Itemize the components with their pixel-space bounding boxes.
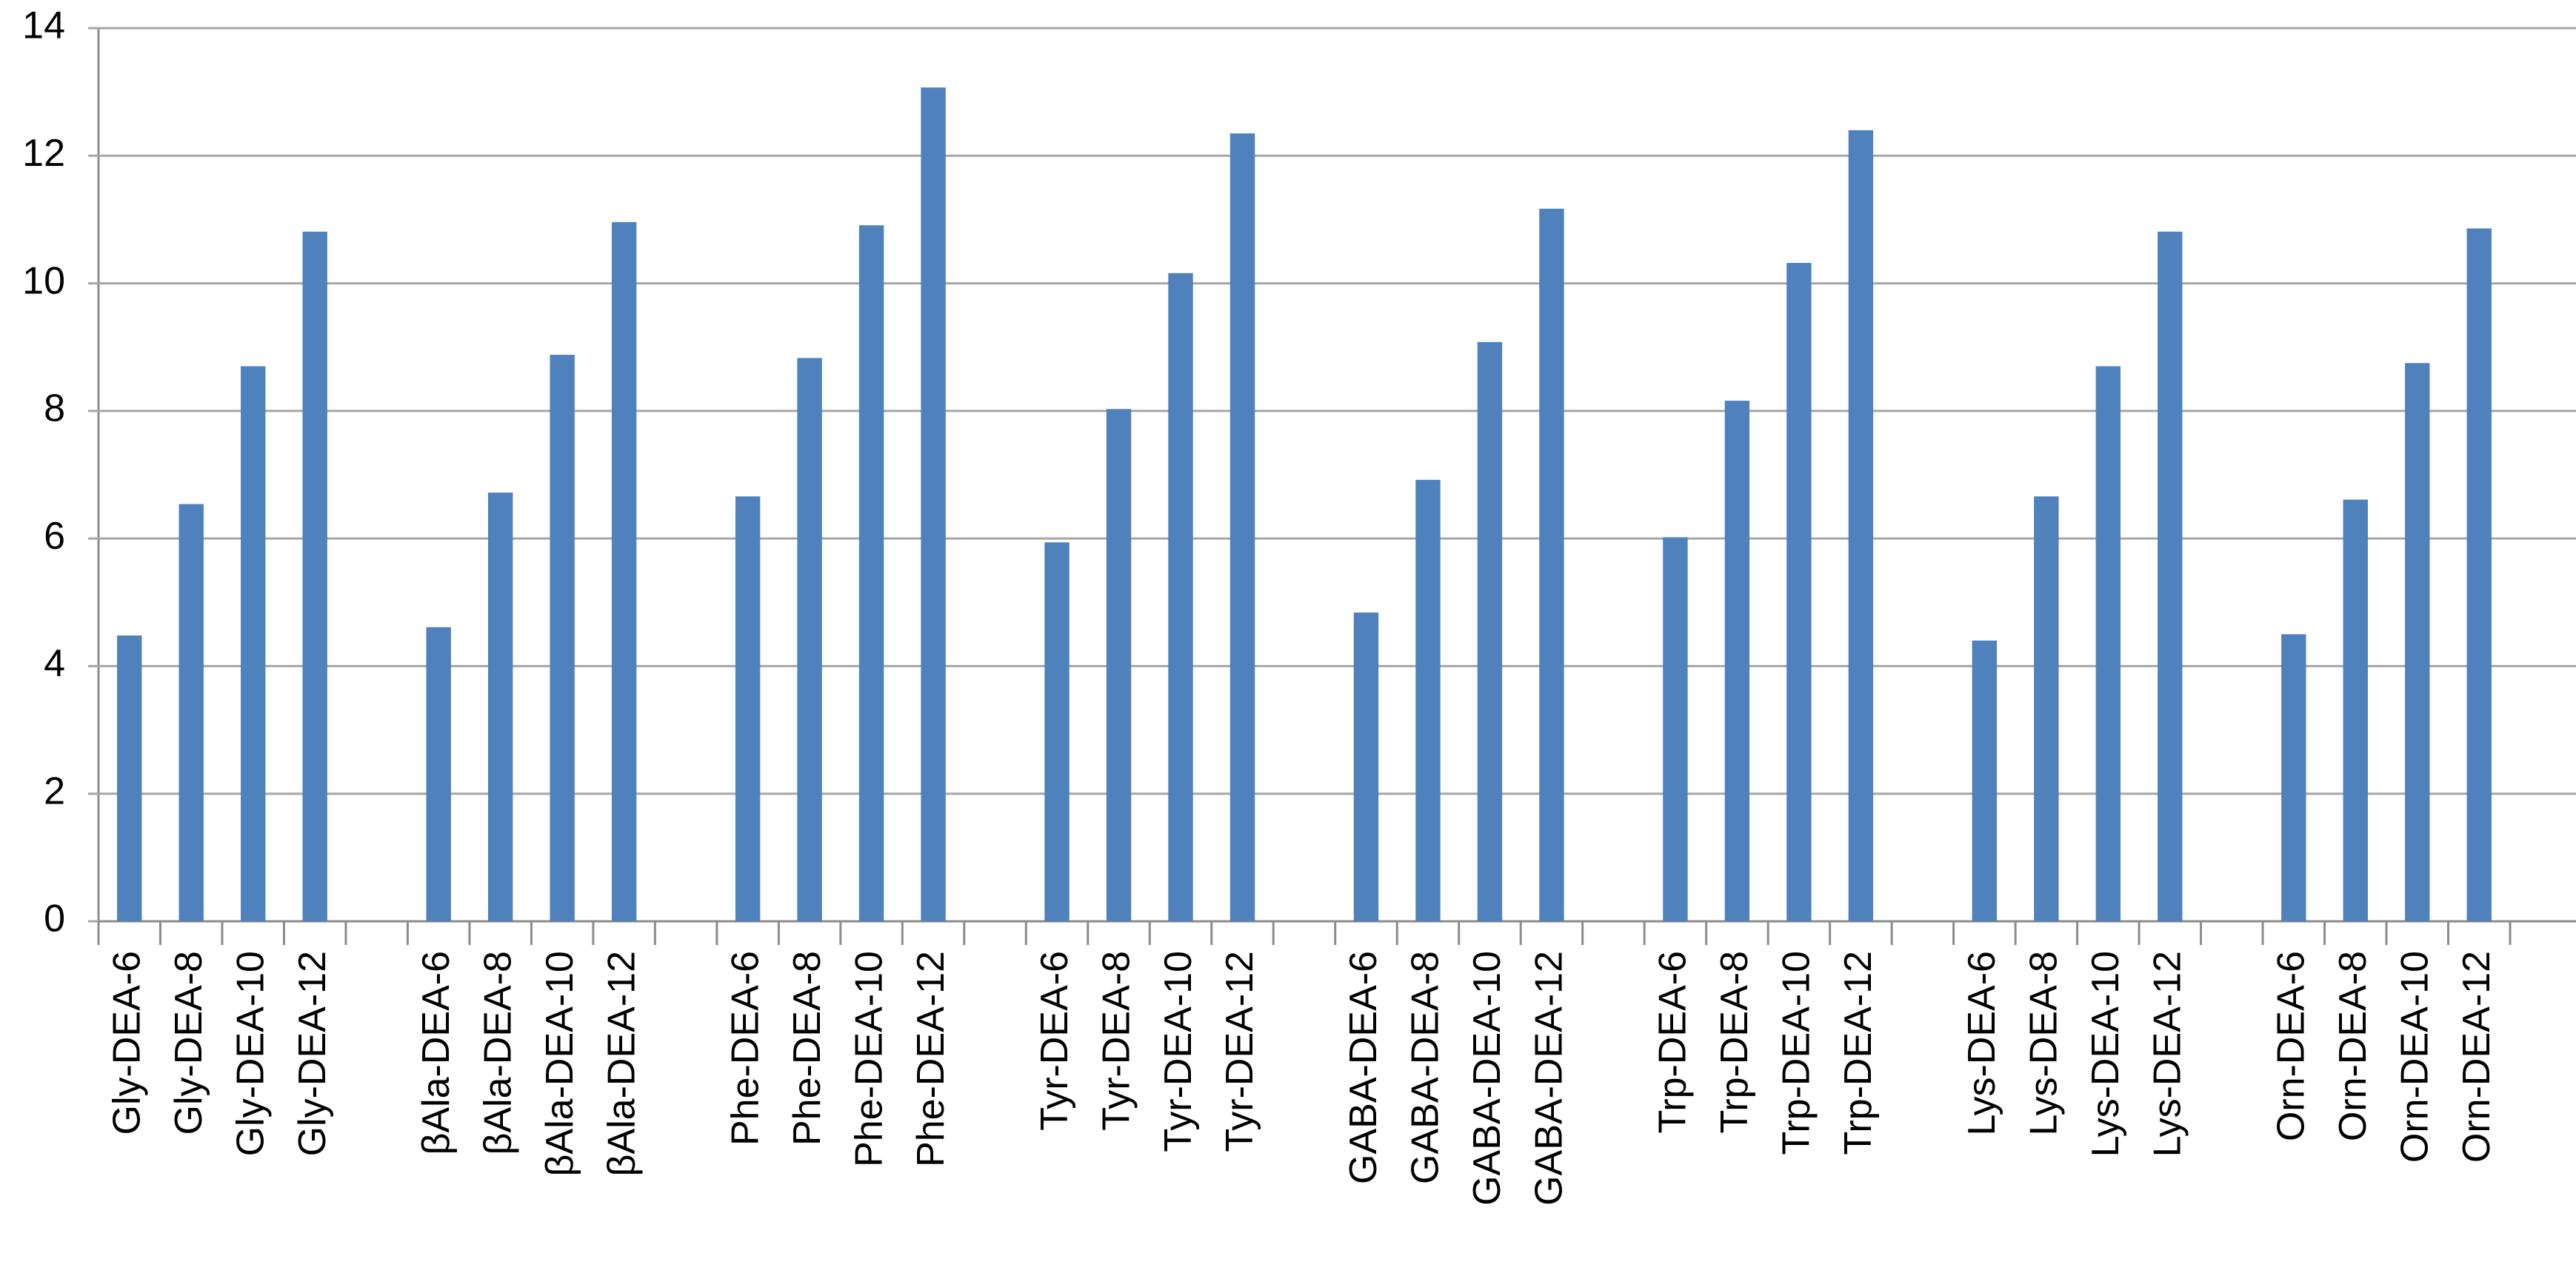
x-tick-label: Orn-DEA-8 [2332,951,2375,1141]
bar [1477,341,1503,921]
x-tick-label: Orn-DEA-12 [2455,951,2498,1163]
x-tick-label: βAla-DEA-8 [476,951,519,1155]
x-tick-label: GABA-DEA-12 [1528,951,1571,1206]
x-tick-label: Trp-DEA-10 [1775,951,1818,1155]
x-tick-label: βAla-DEA-12 [600,951,643,1176]
bar [241,366,266,921]
bar [2405,363,2430,921]
bar [1044,542,1070,921]
x-tick-label: Lys-DEA-10 [2084,951,2127,1157]
x-tick-label: Lys-DEA-6 [1961,951,2003,1135]
x-tick-label: βAla-DEA-10 [538,951,581,1176]
bar [487,492,513,921]
bar [1786,263,1812,921]
bar [1168,273,1193,921]
bar [117,635,142,921]
y-tick-label: 6 [44,515,65,558]
bar [921,87,946,922]
x-tick-label: GABA-DEA-6 [1342,951,1385,1184]
x-tick-label: Lys-DEA-12 [2146,951,2189,1157]
x-tick-label: Gly-DEA-6 [105,951,148,1135]
bar [1415,479,1441,921]
bar [1106,409,1132,921]
y-tick-label: 2 [44,769,65,812]
bar [2281,634,2306,921]
bar [1539,208,1564,921]
bar [735,496,761,921]
x-tick-label: GABA-DEA-10 [1466,951,1509,1206]
x-tick-label: Orn-DEA-10 [2394,951,2437,1163]
x-tick-label: Trp-DEA-8 [1713,951,1756,1134]
bar [2034,496,2059,921]
x-tick-label: Trp-DEA-6 [1652,951,1695,1134]
bar [2158,231,2183,921]
bar [2466,228,2492,921]
x-tick-label: Gly-DEA-8 [167,951,210,1135]
y-tick-label: 0 [44,898,65,941]
x-tick-label: Gly-DEA-10 [229,951,272,1156]
bar [1724,401,1750,921]
bar [2343,499,2368,921]
x-tick-label: Tyr-DEA-6 [1033,951,1076,1131]
y-tick-label: 12 [22,132,65,175]
bar [1229,133,1255,921]
bar [550,355,575,922]
x-tick-label: Orn-DEA-6 [2270,951,2313,1141]
bar [858,225,884,922]
x-tick-label: Tyr-DEA-12 [1218,951,1261,1152]
x-tick-label: Tyr-DEA-10 [1157,951,1200,1152]
y-tick-label: 10 [22,259,65,302]
x-tick-label: Lys-DEA-8 [2023,951,2066,1135]
y-tick-label: 14 [22,4,65,47]
y-tick-label: 8 [44,387,65,430]
x-tick-label: Phe-DEA-6 [724,951,767,1146]
x-tick-label: Phe-DEA-10 [847,951,890,1167]
x-tick-label: Trp-DEA-12 [1837,951,1880,1155]
x-tick-label: Phe-DEA-12 [910,951,952,1167]
bar [2095,366,2121,921]
bar [302,231,327,921]
bar [1848,130,1874,921]
x-tick-label: Tyr-DEA-8 [1095,951,1138,1131]
bar [611,221,637,922]
bar [178,504,204,921]
x-tick-label: Gly-DEA-12 [291,951,334,1156]
bar [1663,537,1688,921]
y-tick-label: 4 [44,642,65,685]
bar [426,627,451,921]
bar [1353,612,1379,921]
x-tick-label: GABA-DEA-8 [1404,951,1447,1184]
x-tick-label: Phe-DEA-8 [786,951,829,1146]
x-tick-label: βAla-DEA-6 [415,951,458,1155]
bar [797,358,822,921]
bar [1972,640,1998,921]
